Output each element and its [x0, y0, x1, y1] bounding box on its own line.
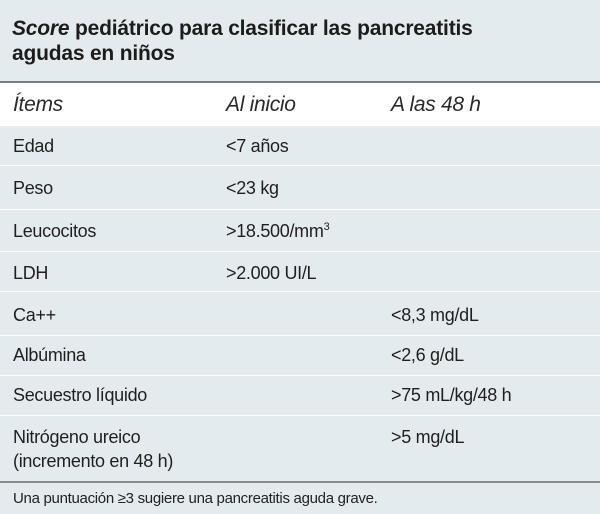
header-items: Ítems [13, 93, 63, 116]
row-item-line1: Nitrógeno ureico [13, 427, 141, 447]
table-header: Ítems Al inicio A las 48 h [0, 81, 600, 125]
row-48h: >75 mL/kg/48 h [391, 385, 512, 405]
row-48h: <2,6 g/dL [391, 345, 464, 365]
row-item-line2: (incremento en 48 h) [13, 451, 174, 471]
table-row-leucocitos: Leucocitos >18.500/mm3 [0, 209, 600, 251]
row-item-multiline: Nitrógeno ureico (incremento en 48 h) [13, 425, 173, 473]
row-item: Secuestro líquido [13, 385, 147, 405]
row-48h: <8,3 mg/dL [391, 305, 479, 325]
title-italic-word: Score [12, 17, 70, 40]
table-row-edad: Edad <7 años [0, 125, 600, 165]
row-item: Peso [13, 178, 53, 198]
row-48h: >5 mg/dL [391, 427, 465, 447]
row-item: Albúmina [13, 345, 86, 365]
row-item: LDH [13, 263, 49, 283]
row-inicio: <23 kg [226, 178, 279, 198]
table-row-nitrogeno: Nitrógeno ureico (incremento en 48 h) >5 … [0, 415, 600, 481]
table-row-ldh: LDH >2.000 UI/L [0, 251, 600, 291]
row-inicio: >2.000 UI/L [226, 263, 317, 283]
row-inicio-wrap: >18.500/mm3 [226, 221, 330, 242]
table-row-peso: Peso <23 kg [0, 165, 600, 209]
table-row-secuestro: Secuestro líquido >75 mL/kg/48 h [0, 375, 600, 415]
table-title: Score pediátrico para clasificar las pan… [12, 16, 592, 66]
row-inicio: >18.500/mm [226, 221, 324, 241]
table-row-albumina: Albúmina <2,6 g/dL [0, 335, 600, 375]
footnote-text: Una puntuación ≥3 sugiere una pancreatit… [13, 490, 378, 507]
title-line1: pediátrico para clasificar las pancreati… [69, 17, 473, 40]
header-48h: A las 48 h [391, 93, 481, 116]
header-inicio: Al inicio [226, 93, 296, 116]
row-inicio: <7 años [226, 136, 289, 156]
row-item: Leucocitos [13, 221, 97, 241]
table-row-calcio: Ca++ <8,3 mg/dL [0, 291, 600, 335]
table-footnote: Una puntuación ≥3 sugiere una pancreatit… [0, 481, 600, 514]
superscript: 3 [323, 221, 330, 233]
row-item: Edad [13, 136, 54, 156]
title-line2: agudas en niños [12, 42, 175, 65]
row-item: Ca++ [13, 305, 56, 325]
